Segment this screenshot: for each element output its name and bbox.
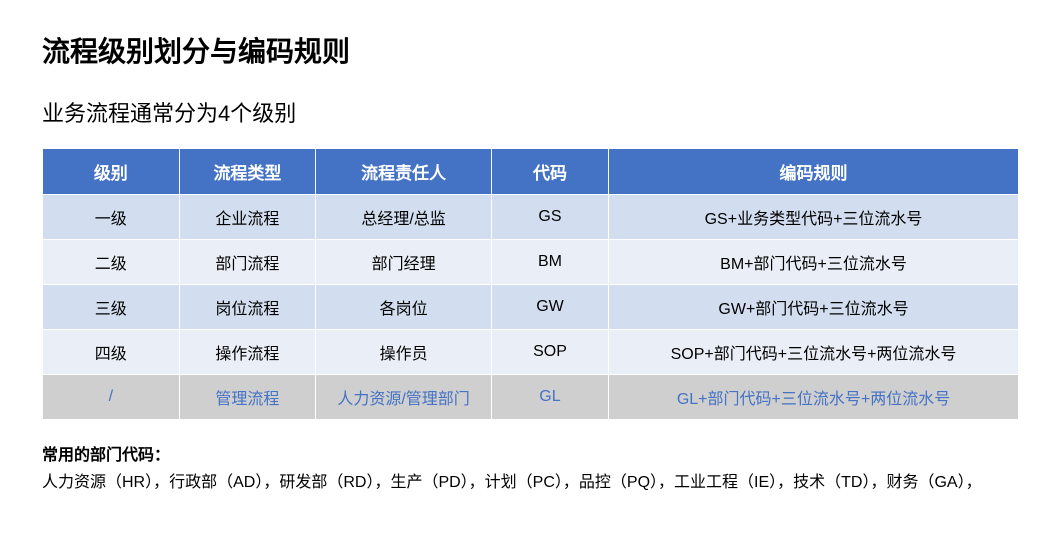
cell-owner: 操作员	[316, 330, 492, 375]
cell-type: 企业流程	[179, 195, 316, 240]
cell-rule: GW+部门代码+三位流水号	[609, 285, 1019, 330]
col-header-owner: 流程责任人	[316, 149, 492, 195]
cell-owner: 各岗位	[316, 285, 492, 330]
cell-code: BM	[491, 240, 608, 285]
page-subtitle: 业务流程通常分为4个级别	[42, 96, 1019, 128]
cell-owner: 人力资源/管理部门	[316, 375, 492, 420]
cell-level: /	[43, 375, 180, 420]
cell-code: GS	[491, 195, 608, 240]
cell-code: SOP	[491, 330, 608, 375]
footer-note: 常用的部门代码： 人力资源（HR），行政部（AD），研发部（RD），生产（PD）…	[42, 442, 1019, 496]
cell-type: 部门流程	[179, 240, 316, 285]
col-header-code: 代码	[491, 149, 608, 195]
cell-code: GL	[491, 375, 608, 420]
footer-title: 常用的部门代码：	[42, 442, 1019, 469]
cell-level: 二级	[43, 240, 180, 285]
cell-type: 管理流程	[179, 375, 316, 420]
process-level-table: 级别 流程类型 流程责任人 代码 编码规则 一级 企业流程 总经理/总监 GS …	[42, 148, 1019, 420]
table-header-row: 级别 流程类型 流程责任人 代码 编码规则	[43, 149, 1019, 195]
col-header-type: 流程类型	[179, 149, 316, 195]
cell-code: GW	[491, 285, 608, 330]
col-header-rule: 编码规则	[609, 149, 1019, 195]
cell-rule: GS+业务类型代码+三位流水号	[609, 195, 1019, 240]
cell-type: 操作流程	[179, 330, 316, 375]
cell-rule: GL+部门代码+三位流水号+两位流水号	[609, 375, 1019, 420]
cell-level: 三级	[43, 285, 180, 330]
cell-type: 岗位流程	[179, 285, 316, 330]
table-row: 四级 操作流程 操作员 SOP SOP+部门代码+三位流水号+两位流水号	[43, 330, 1019, 375]
table-row: 三级 岗位流程 各岗位 GW GW+部门代码+三位流水号	[43, 285, 1019, 330]
table-row-special: / 管理流程 人力资源/管理部门 GL GL+部门代码+三位流水号+两位流水号	[43, 375, 1019, 420]
col-header-level: 级别	[43, 149, 180, 195]
cell-level: 一级	[43, 195, 180, 240]
page-title: 流程级别划分与编码规则	[42, 30, 1019, 70]
table-row: 一级 企业流程 总经理/总监 GS GS+业务类型代码+三位流水号	[43, 195, 1019, 240]
cell-rule: SOP+部门代码+三位流水号+两位流水号	[609, 330, 1019, 375]
table-row: 二级 部门流程 部门经理 BM BM+部门代码+三位流水号	[43, 240, 1019, 285]
cell-owner: 部门经理	[316, 240, 492, 285]
cell-owner: 总经理/总监	[316, 195, 492, 240]
cell-rule: BM+部门代码+三位流水号	[609, 240, 1019, 285]
cell-level: 四级	[43, 330, 180, 375]
footer-body: 人力资源（HR），行政部（AD），研发部（RD），生产（PD），计划（PC），品…	[42, 469, 1019, 496]
